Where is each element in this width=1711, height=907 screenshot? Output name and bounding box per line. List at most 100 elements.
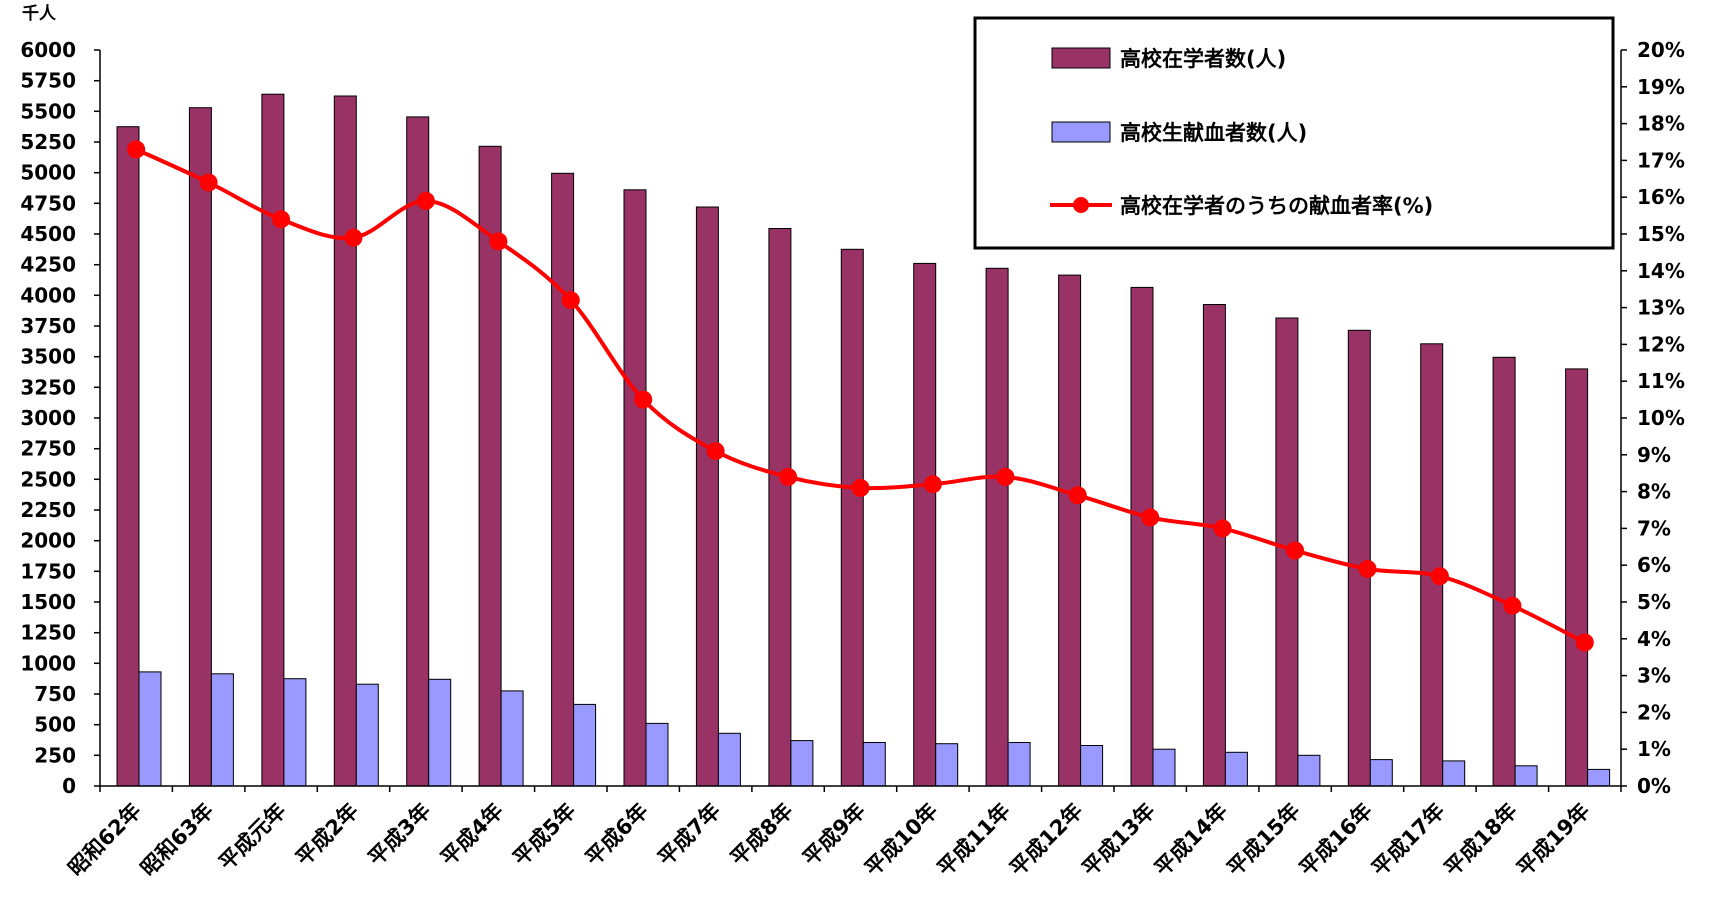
rate-point-4 bbox=[416, 191, 435, 210]
bar-enrolled-6 bbox=[551, 172, 575, 787]
rate-point-16 bbox=[1286, 541, 1305, 560]
rate-point-12 bbox=[996, 467, 1015, 486]
y-left-tick-label-11: 2750 bbox=[20, 437, 76, 461]
y-right-tick-label-16: 16% bbox=[1637, 185, 1685, 209]
y-left-tick-label-5: 1250 bbox=[20, 621, 76, 645]
y-right-tick-label-1: 1% bbox=[1637, 737, 1671, 761]
y-left-tick-label-15: 3750 bbox=[20, 314, 76, 338]
rate-point-14 bbox=[1141, 508, 1160, 527]
bar-donors-19 bbox=[1514, 765, 1538, 787]
x-category-label-13: 平成12年 bbox=[1005, 799, 1087, 881]
bar-donors-6 bbox=[573, 703, 597, 787]
y-left-tick-label-18: 4500 bbox=[20, 222, 76, 246]
y-left-tick-label-16: 4000 bbox=[20, 283, 76, 307]
y-left-tick-label-21: 5250 bbox=[20, 130, 76, 154]
y-left-tick-label-10: 2500 bbox=[20, 467, 76, 491]
x-category-label-9: 平成8年 bbox=[726, 799, 798, 871]
rate-line-layer bbox=[127, 140, 1594, 652]
bar-enrolled-10 bbox=[840, 248, 864, 787]
y-left-tick-label-13: 3250 bbox=[20, 375, 76, 399]
y-right-tick-label-9: 9% bbox=[1637, 443, 1671, 467]
bar-enrolled-7 bbox=[623, 189, 647, 787]
x-category-label-14: 平成13年 bbox=[1078, 799, 1160, 881]
y-left-tick-label-4: 1000 bbox=[20, 651, 76, 675]
bar-donors-20 bbox=[1587, 768, 1611, 787]
bar-enrolled-11 bbox=[913, 262, 937, 787]
rate-point-5 bbox=[489, 232, 508, 251]
x-category-label-19: 平成18年 bbox=[1440, 799, 1522, 881]
y-right-tick-label-14: 14% bbox=[1637, 259, 1685, 283]
x-category-label-11: 平成10年 bbox=[860, 799, 942, 881]
bar-enrolled-9 bbox=[768, 228, 792, 787]
legend-swatch-donors bbox=[1051, 121, 1111, 143]
x-category-label-7: 平成6年 bbox=[581, 799, 653, 871]
bar-donors-12 bbox=[1007, 742, 1031, 787]
bar-donors-7 bbox=[645, 722, 669, 787]
legend: 高校在学者数(人) 高校生献血者数(人) 高校在学者のうちの献血者率(%) bbox=[973, 16, 1615, 250]
bar-donors-16 bbox=[1297, 754, 1321, 787]
y-right-tick-label-17: 17% bbox=[1637, 148, 1685, 172]
legend-label-rate: 高校在学者のうちの献血者率(%) bbox=[1120, 194, 1433, 218]
rate-point-13 bbox=[1068, 486, 1087, 505]
bar-enrolled-14 bbox=[1130, 286, 1154, 787]
y-left-tick-label-1: 250 bbox=[34, 743, 76, 767]
rate-point-6 bbox=[561, 291, 580, 310]
x-category-label-5: 平成4年 bbox=[436, 799, 508, 871]
y-right-tick-label-0: 0% bbox=[1637, 774, 1671, 798]
y-right-tick-label-7: 7% bbox=[1637, 516, 1671, 540]
y-right-tick-label-12: 12% bbox=[1637, 332, 1685, 356]
bar-enrolled-20 bbox=[1565, 368, 1589, 787]
y-left-tick-label-12: 3000 bbox=[20, 406, 76, 430]
bar-enrolled-1 bbox=[188, 107, 212, 787]
bar-donors-0 bbox=[138, 671, 162, 787]
y-left-tick-label-20: 5000 bbox=[20, 161, 76, 185]
rate-point-1 bbox=[199, 173, 218, 192]
y-right-tick-label-5: 5% bbox=[1637, 590, 1671, 614]
rate-point-7 bbox=[634, 390, 653, 409]
x-category-label-4: 平成3年 bbox=[364, 799, 436, 871]
bar-enrolled-17 bbox=[1347, 329, 1371, 787]
y-left-tick-label-0: 0 bbox=[62, 774, 76, 798]
bar-donors-9 bbox=[790, 740, 814, 787]
y-left-tick-label-7: 1750 bbox=[20, 559, 76, 583]
bar-enrolled-19 bbox=[1492, 356, 1516, 787]
y-right-tick-label-18: 18% bbox=[1637, 112, 1685, 136]
rate-point-2 bbox=[272, 210, 291, 229]
bars-layer bbox=[116, 93, 1611, 787]
x-category-label-6: 平成5年 bbox=[508, 799, 580, 871]
x-category-label-0: 昭和62年 bbox=[64, 799, 146, 881]
bar-donors-14 bbox=[1152, 748, 1176, 787]
y-right-tick-label-15: 15% bbox=[1637, 222, 1685, 246]
y-right-tick-label-3: 3% bbox=[1637, 664, 1671, 688]
y-right-tick-label-8: 8% bbox=[1637, 480, 1671, 504]
bar-donors-10 bbox=[862, 742, 886, 787]
bar-donors-8 bbox=[717, 732, 741, 787]
x-category-label-20: 平成19年 bbox=[1512, 799, 1594, 881]
legend-swatch-enrolled bbox=[1051, 47, 1111, 69]
legend-label-enrolled: 高校在学者数(人) bbox=[1120, 47, 1286, 71]
y-left-tick-label-14: 3500 bbox=[20, 345, 76, 369]
legend-label-donors: 高校生献血者数(人) bbox=[1120, 121, 1307, 145]
rate-point-18 bbox=[1430, 567, 1449, 586]
rate-point-11 bbox=[923, 475, 942, 494]
y-left-tick-label-17: 4250 bbox=[20, 253, 76, 277]
rate-point-0 bbox=[127, 140, 146, 159]
bar-enrolled-0 bbox=[116, 126, 140, 787]
x-category-label-1: 昭和63年 bbox=[136, 799, 218, 881]
bar-donors-1 bbox=[210, 673, 234, 787]
x-category-label-17: 平成16年 bbox=[1295, 799, 1377, 881]
bar-donors-11 bbox=[935, 743, 959, 787]
y-right-tick-label-4: 4% bbox=[1637, 627, 1671, 651]
rate-point-9 bbox=[779, 467, 798, 486]
y-right-tick-label-11: 11% bbox=[1637, 369, 1685, 393]
x-category-label-10: 平成9年 bbox=[798, 799, 870, 871]
y-left-tick-label-6: 1500 bbox=[20, 590, 76, 614]
x-category-label-3: 平成2年 bbox=[291, 799, 363, 871]
y-left-tick-label-23: 5750 bbox=[20, 69, 76, 93]
y-left-tick-label-22: 5500 bbox=[20, 99, 76, 123]
y-left-tick-label-8: 2000 bbox=[20, 529, 76, 553]
bar-donors-4 bbox=[428, 678, 452, 787]
bar-enrolled-3 bbox=[333, 95, 357, 787]
y-right-tick-label-13: 13% bbox=[1637, 296, 1685, 320]
